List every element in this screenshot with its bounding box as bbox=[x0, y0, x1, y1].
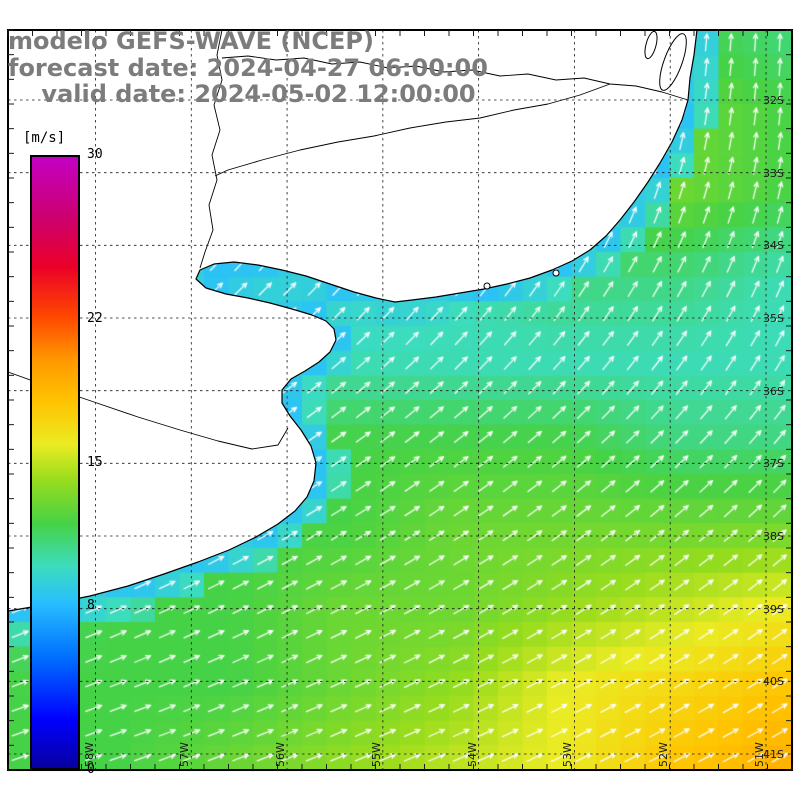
lon-axis-label: 52W bbox=[657, 742, 671, 767]
frame-ticks bbox=[7, 29, 793, 771]
river-negro bbox=[214, 83, 611, 177]
lat-axis-label: 34S bbox=[763, 239, 784, 253]
colorbar-tick-label: 22 bbox=[87, 311, 103, 326]
forecast-date-line: forecast date: 2024-04-27 06:00:00 bbox=[8, 54, 488, 82]
lon-axis-label: 56W bbox=[274, 742, 288, 767]
lagoon-mirim bbox=[659, 33, 687, 91]
lat-axis-label: 40S bbox=[763, 675, 784, 689]
lat-axis-label: 39S bbox=[763, 602, 784, 616]
lat-axis-label: 35S bbox=[763, 312, 784, 325]
colorbar-tick-label: 15 bbox=[87, 454, 103, 470]
border-line bbox=[221, 55, 689, 101]
coastal-lagoon-2 bbox=[552, 269, 560, 277]
graticule bbox=[8, 30, 792, 770]
lat-axis-label: 36S bbox=[763, 384, 784, 398]
lat-axis-label: 41S bbox=[763, 748, 784, 761]
coastal-lagoon-1 bbox=[483, 282, 491, 290]
lagoon-small bbox=[644, 30, 658, 60]
colorbar-units-label: [m/s] bbox=[23, 130, 66, 146]
lon-axis-label: 55W bbox=[369, 742, 383, 767]
lon-axis-label: 58W bbox=[82, 742, 96, 767]
lat-axis-label: 32S bbox=[763, 94, 784, 107]
lon-axis-label: 53W bbox=[561, 742, 575, 767]
valid-date-line: valid date: 2024-05-02 12:00:00 bbox=[8, 80, 476, 108]
colorbar-tick-label: 30 bbox=[87, 147, 103, 162]
land-polygon bbox=[7, 29, 698, 612]
river-uruguay bbox=[199, 29, 223, 269]
model-title: modelo GEFS-WAVE (NCEP) bbox=[8, 27, 374, 55]
lat-axis-label: 38S bbox=[763, 530, 784, 543]
lagoons bbox=[483, 30, 687, 290]
colorbar-tick-label: 8 bbox=[87, 598, 95, 613]
colorbar-tick-label: 0 bbox=[87, 762, 95, 777]
lat-axis-label: 37S bbox=[763, 457, 784, 471]
lat-axis-label: 33S bbox=[763, 166, 784, 180]
lon-axis-label: 57W bbox=[178, 742, 192, 767]
lon-axis-label: 54W bbox=[465, 742, 479, 767]
lon-axis-label: 51W bbox=[752, 742, 766, 767]
colorbar bbox=[30, 155, 80, 770]
